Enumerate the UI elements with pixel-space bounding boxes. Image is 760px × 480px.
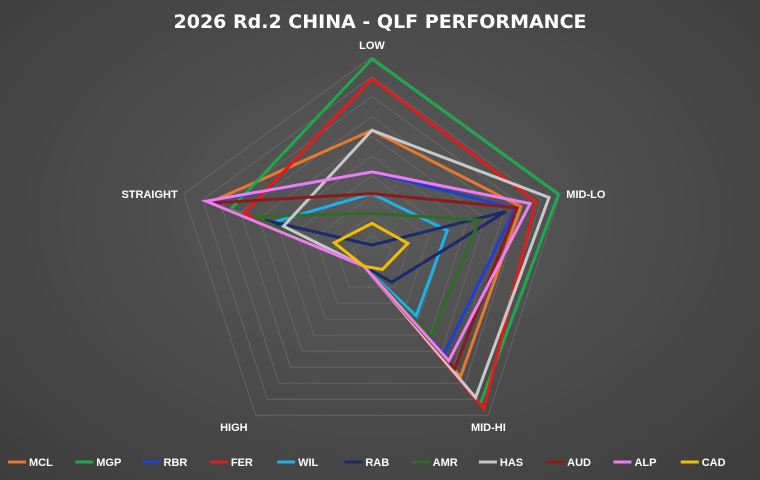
legend-item-mcl: MCL xyxy=(8,457,53,469)
legend-label: CAD xyxy=(702,457,726,469)
legend-label: WIL xyxy=(298,457,318,469)
legend-item-wil: WIL xyxy=(277,457,319,469)
legend-item-rbr: RBR xyxy=(142,457,188,469)
legend-label: HAS xyxy=(500,457,523,469)
axis-labels: LOW MID-LO MID-HI HIGH STRAIGHT xyxy=(121,40,605,434)
legend-label: MCL xyxy=(29,457,53,469)
grid-ring-10 xyxy=(183,56,561,416)
legend-label: AMR xyxy=(433,457,458,469)
legend-item-cad: CAD xyxy=(680,457,726,469)
legend-label: RBR xyxy=(164,457,188,469)
axis-label-high: HIGH xyxy=(220,422,248,434)
legend-label: FER xyxy=(231,457,253,469)
legend-item-has: HAS xyxy=(478,457,523,469)
axis-label-straight: STRAIGHT xyxy=(121,189,178,201)
series-mcl xyxy=(206,128,523,380)
grid-ring-3 xyxy=(315,195,429,304)
legend-item-fer: FER xyxy=(209,457,253,469)
series-has xyxy=(281,128,551,401)
legend-item-alp: ALP xyxy=(613,457,656,469)
legend-item-amr: AMR xyxy=(411,457,458,469)
grid-ring-8 xyxy=(220,96,524,384)
series-layer xyxy=(200,56,561,412)
legend-item-mgp: MGP xyxy=(75,457,121,469)
grid-ring-5 xyxy=(277,155,467,336)
series-cad xyxy=(331,221,411,272)
legend-label: MGP xyxy=(96,457,121,469)
legend-label: RAB xyxy=(365,457,389,469)
radar-grid xyxy=(183,56,561,416)
series-alp xyxy=(200,170,533,364)
grid-ring-4 xyxy=(296,175,448,320)
legend-label: AUD xyxy=(567,457,591,469)
legend-item-aud: AUD xyxy=(546,457,591,469)
axis-label-mid-hi: MID-HI xyxy=(471,422,506,434)
chart-title: 2026 Rd.2 CHINA - QLF PERFORMANCE xyxy=(174,11,587,33)
grid-ring-6 xyxy=(258,135,486,352)
axis-label-low: LOW xyxy=(359,40,385,52)
series-amr xyxy=(252,211,482,340)
legend: MCL MGP RBR FER WIL RAB AMR HAS AUD ALP CAD xyxy=(8,457,726,469)
legend-item-rab: RAB xyxy=(344,457,389,469)
series-rab xyxy=(264,210,507,284)
series-wil xyxy=(267,192,450,319)
axis-label-mid-lo: MID-LO xyxy=(566,189,606,201)
grid-ring-9 xyxy=(202,76,542,400)
legend-label: ALP xyxy=(634,457,656,469)
